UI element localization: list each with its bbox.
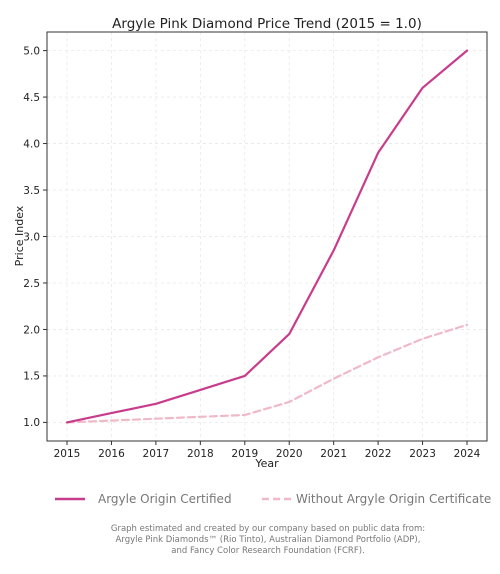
y-tick-label: 1.5 bbox=[23, 371, 40, 383]
x-tick-label: 2024 bbox=[454, 448, 481, 460]
legend: Argyle Origin Certified Without Argyle Or… bbox=[55, 492, 491, 506]
y-tick-label: 2.0 bbox=[23, 324, 40, 336]
x-tick-label: 2015 bbox=[54, 448, 81, 460]
footnote: Graph estimated and created by our compa… bbox=[111, 524, 425, 556]
y-tick-label: 1.0 bbox=[23, 417, 40, 429]
footnote-line-3: and Fancy Color Research Foundation (FCR… bbox=[171, 546, 365, 556]
y-tick-label: 4.0 bbox=[23, 138, 40, 150]
footnote-line-1: Graph estimated and created by our compa… bbox=[111, 524, 425, 534]
y-tick-label: 4.5 bbox=[23, 92, 40, 104]
y-axis-ticks: 1.0 1.5 2.0 2.5 3.0 3.5 4.0 4.5 5.0 bbox=[23, 45, 47, 429]
series-line-1 bbox=[65, 49, 469, 424]
x-tick-label: 2017 bbox=[143, 448, 170, 460]
x-tick-label: 2023 bbox=[409, 448, 436, 460]
x-tick-label: 2021 bbox=[320, 448, 347, 460]
series-line-2 bbox=[65, 323, 469, 424]
grid-lines bbox=[47, 32, 487, 441]
y-tick-label: 5.0 bbox=[23, 45, 40, 57]
series-lines bbox=[65, 49, 469, 424]
legend-label-1: Argyle Origin Certified bbox=[98, 492, 232, 506]
y-axis-label: Price Index bbox=[13, 205, 26, 266]
y-tick-label: 2.5 bbox=[23, 278, 40, 290]
x-tick-label: 2019 bbox=[231, 448, 258, 460]
legend-label-2: Without Argyle Origin Certificate bbox=[296, 492, 491, 506]
x-axis-ticks: 2015 2016 2017 2018 2019 2020 2021 2022 2023 2024 bbox=[54, 441, 481, 460]
y-tick-label: 3.0 bbox=[23, 231, 40, 243]
x-tick-label: 2018 bbox=[187, 448, 214, 460]
x-tick-label: 2016 bbox=[98, 448, 125, 460]
chart-title: Argyle Pink Diamond Price Trend (2015 = … bbox=[112, 16, 422, 32]
footnote-line-2: Argyle Pink Diamonds™ (Rio Tinto), Austr… bbox=[116, 535, 421, 545]
x-axis-label: Year bbox=[254, 457, 279, 470]
y-tick-label: 3.5 bbox=[23, 185, 40, 197]
x-tick-label: 2022 bbox=[365, 448, 392, 460]
x-tick-label: 2020 bbox=[276, 448, 303, 460]
